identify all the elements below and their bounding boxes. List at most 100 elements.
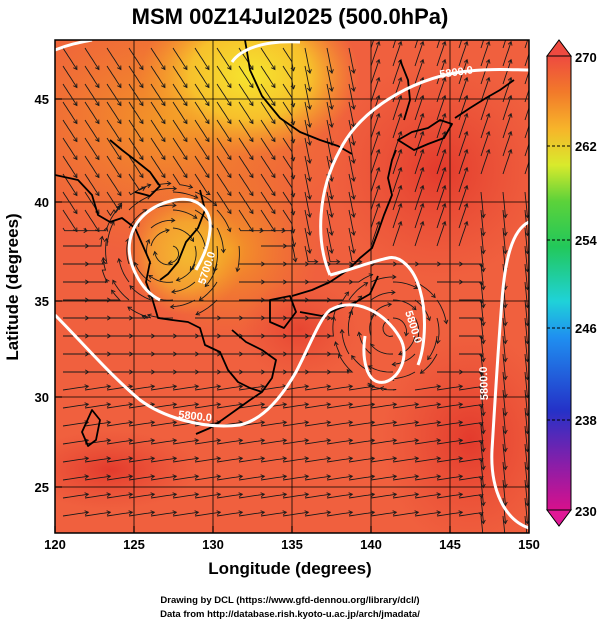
streamline — [458, 149, 468, 175]
streamline — [150, 137, 166, 160]
streamline-arrowhead — [348, 310, 354, 315]
streamline-arrowhead — [260, 456, 266, 462]
streamline — [84, 101, 100, 124]
streamline-arrowhead — [115, 205, 121, 211]
red-region-southwest — [55, 430, 200, 510]
streamline — [480, 425, 484, 452]
coastlines — [55, 40, 515, 447]
streamline — [304, 511, 331, 517]
streamline — [282, 385, 309, 391]
streamline-arrowhead — [73, 155, 78, 161]
streamline — [304, 101, 311, 128]
streamline-arrowhead — [172, 438, 178, 444]
streamline — [282, 511, 309, 517]
streamline-arrowhead — [172, 384, 178, 390]
streamline-arrowhead — [348, 510, 354, 516]
streamline — [128, 493, 155, 499]
streamline-arrowhead — [441, 76, 447, 82]
streamline-arrowhead — [282, 420, 288, 426]
streamline — [459, 263, 483, 268]
streamline-arrowhead — [414, 402, 420, 408]
streamline-arrowhead — [413, 284, 419, 290]
streamline-arrowhead — [375, 184, 381, 190]
streamline-arrowhead — [458, 402, 464, 408]
streamline — [414, 221, 424, 247]
streamline-arrowhead — [73, 173, 78, 179]
streamline — [348, 209, 355, 236]
streamline — [260, 475, 287, 481]
yellow-warm-region-2 — [125, 195, 245, 315]
streamline — [84, 155, 100, 178]
streamline-arrowhead — [419, 369, 425, 374]
streamline-arrowhead — [419, 94, 425, 100]
streamline — [194, 493, 221, 499]
streamline-arrowhead — [480, 249, 486, 255]
streamline-arrowhead — [95, 173, 100, 179]
streamline — [106, 137, 122, 160]
streamline-arrowhead — [128, 474, 134, 480]
streamline-arrowhead — [326, 402, 332, 408]
streamline-arrowhead — [463, 166, 469, 172]
streamline-arrowhead — [150, 438, 156, 444]
streamline-arrowhead — [127, 306, 133, 311]
streamline-arrowhead — [73, 119, 78, 125]
streamline — [326, 227, 333, 254]
streamline-arrowhead — [117, 119, 122, 125]
streamline — [524, 106, 529, 121]
streamline-arrowhead — [370, 420, 376, 426]
streamline-arrowhead — [194, 438, 200, 444]
streamline — [326, 511, 353, 517]
streamline-arrowhead — [480, 303, 486, 309]
streamline — [458, 512, 482, 517]
streamline — [260, 421, 287, 427]
streamline — [112, 280, 130, 301]
streamline — [150, 101, 166, 124]
streamline-arrowhead — [216, 492, 222, 498]
streamline — [414, 95, 424, 121]
streamline — [436, 167, 446, 193]
streamline-arrowhead — [502, 357, 508, 363]
streamline — [347, 310, 353, 337]
streamline — [524, 425, 528, 452]
streamline-arrowhead — [172, 186, 178, 191]
streamline-arrowhead — [235, 267, 241, 273]
streamline-arrowhead — [128, 492, 134, 498]
contour-label: 5800.0 — [439, 64, 474, 81]
streamline-arrowhead — [282, 510, 288, 516]
streamline — [304, 191, 311, 218]
streamline-arrowhead — [306, 87, 312, 92]
streamline — [370, 475, 397, 481]
streamline — [304, 385, 331, 391]
streamline-arrowhead — [282, 474, 288, 480]
plot-title: MSM 00Z14Jul2025 (500.0hPa) — [132, 4, 449, 29]
streamline-arrowhead — [344, 291, 350, 297]
streamline — [216, 209, 231, 232]
streamline-arrowhead — [73, 65, 78, 71]
streamline — [392, 493, 419, 499]
streamline — [238, 403, 265, 409]
streamline — [194, 65, 210, 88]
streamline-arrowhead — [227, 101, 232, 107]
streamline — [392, 353, 416, 365]
streamline — [480, 281, 484, 308]
streamline-arrowhead — [183, 173, 188, 179]
streamline-arrowhead — [350, 249, 356, 254]
streamline — [194, 403, 221, 409]
streamline-arrowhead — [463, 40, 469, 46]
streamline — [150, 119, 166, 142]
streamline — [216, 47, 232, 70]
streamline-arrowhead — [336, 259, 341, 265]
colorbar-tick-label: 254 — [575, 233, 597, 248]
streamline — [172, 83, 188, 106]
streamline — [172, 475, 199, 481]
streamline — [366, 384, 381, 391]
streamline — [282, 47, 295, 71]
streamline — [524, 227, 528, 254]
streamline-arrowhead — [304, 492, 310, 498]
streamline-arrowhead — [397, 220, 403, 226]
streamline — [126, 238, 130, 265]
streamline — [326, 385, 353, 391]
streamline-arrowhead — [480, 213, 486, 219]
streamline-arrowhead — [350, 87, 356, 92]
y-tick-label: 25 — [35, 480, 49, 495]
